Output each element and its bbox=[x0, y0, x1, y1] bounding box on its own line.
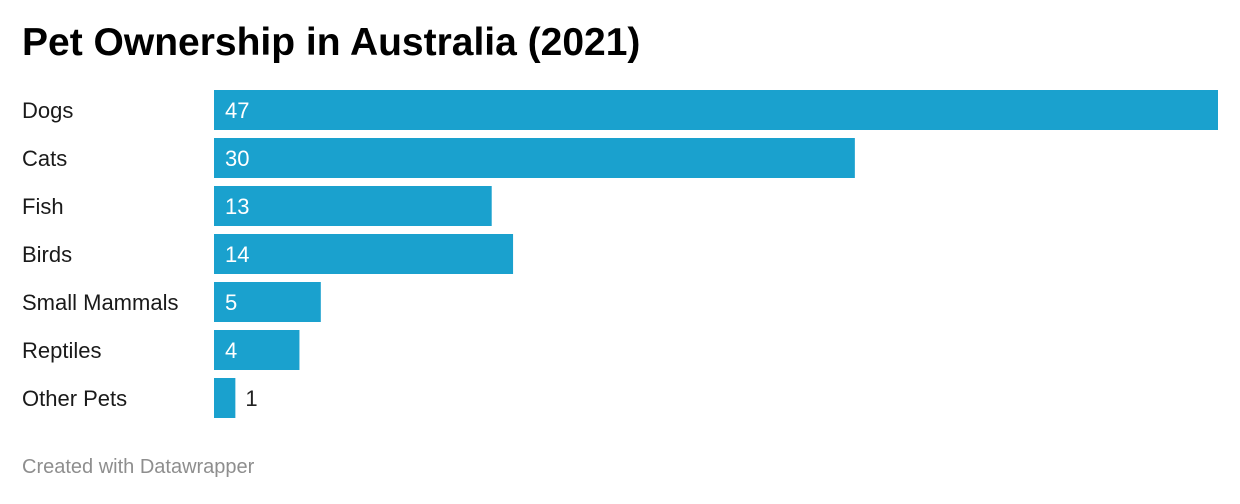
bar-dogs bbox=[214, 90, 1218, 130]
value-label-fish: 13 bbox=[225, 194, 249, 219]
bar-reptiles bbox=[214, 330, 300, 370]
bar-birds bbox=[214, 234, 514, 274]
category-label-fish: Fish bbox=[22, 194, 64, 219]
footer-credit: Created with Datawrapper bbox=[22, 456, 255, 478]
bar-chart: Dogs 47 Cats 30 Fish 13 Birds 14 Small Mammals 5 R… bbox=[22, 90, 1218, 418]
value-label-reptiles: 4 bbox=[225, 338, 237, 363]
value-label-birds: 14 bbox=[225, 242, 249, 267]
category-label-other-pets: Other Pets bbox=[22, 386, 127, 411]
category-label-birds: Birds bbox=[22, 242, 72, 267]
chart-title: Pet Ownership in Australia (2021) bbox=[22, 21, 641, 64]
value-label-other-pets: 1 bbox=[245, 386, 257, 411]
bar-other-pets bbox=[214, 378, 236, 418]
bar-fish bbox=[214, 186, 492, 226]
value-label-dogs: 47 bbox=[225, 98, 249, 123]
bar-small-mammals bbox=[214, 282, 321, 322]
value-label-small-mammals: 5 bbox=[225, 290, 237, 315]
category-label-dogs: Dogs bbox=[22, 98, 73, 123]
category-label-cats: Cats bbox=[22, 146, 67, 171]
bar-cats bbox=[214, 138, 855, 178]
category-label-small-mammals: Small Mammals bbox=[22, 290, 178, 315]
category-label-reptiles: Reptiles bbox=[22, 338, 101, 363]
value-label-cats: 30 bbox=[225, 146, 249, 171]
